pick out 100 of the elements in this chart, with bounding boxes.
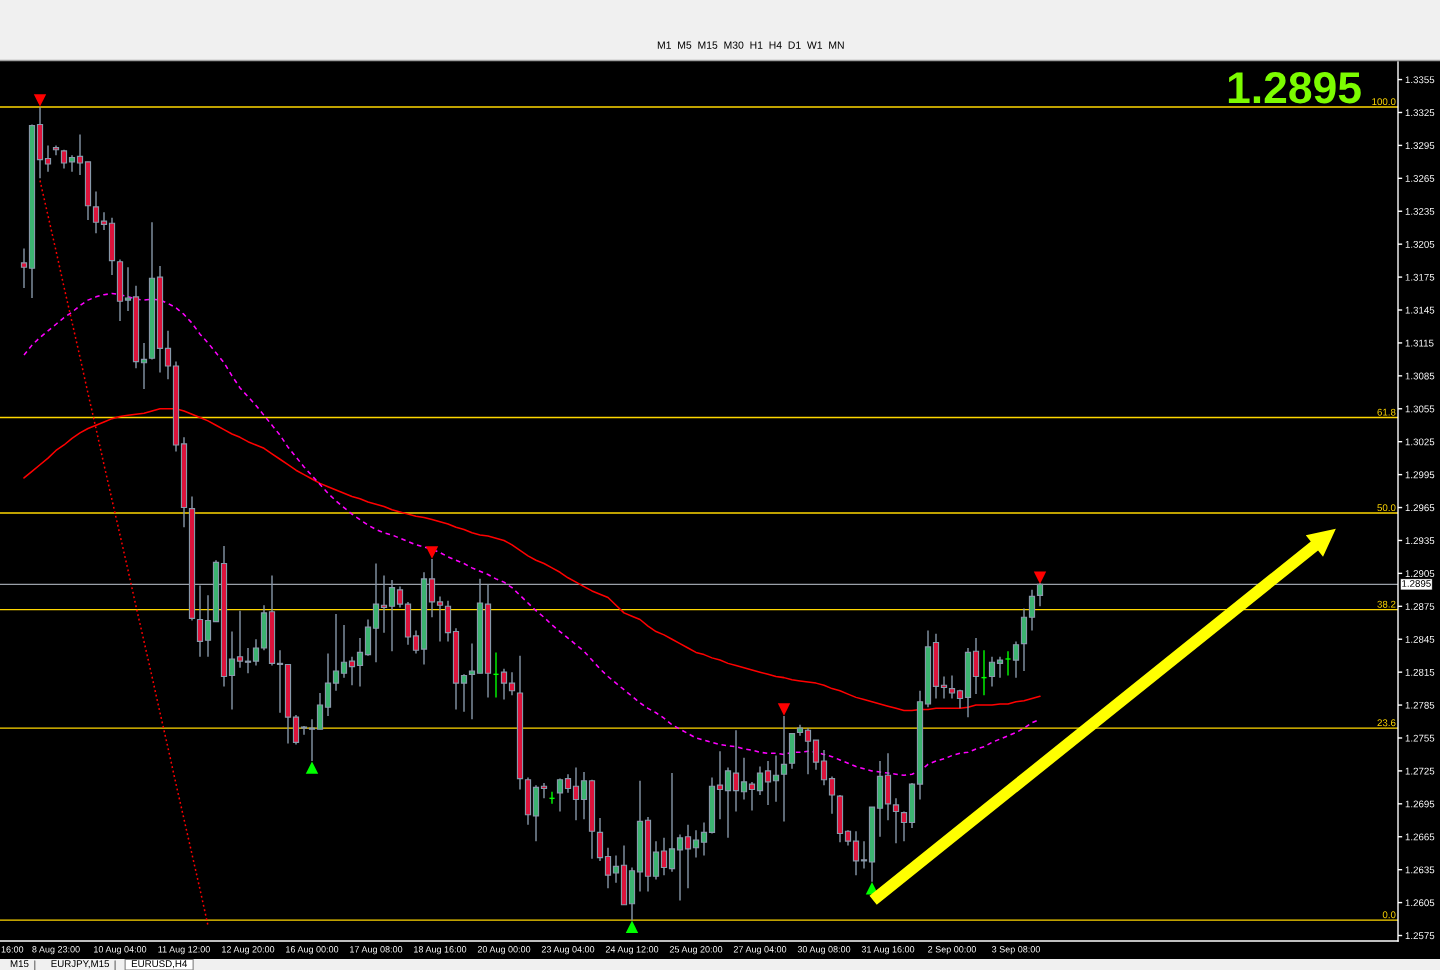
y-tick-label: 1.3325 — [1405, 109, 1435, 117]
x-tick-label: 12 Aug 20:00 — [222, 946, 275, 955]
candlestick — [748, 781, 756, 812]
y-tick-label: 1.3115 — [1405, 339, 1434, 347]
candlestick — [348, 656, 356, 687]
annotation: 61.8 — [1377, 408, 1396, 416]
text: M15 — [10, 960, 29, 968]
y-tick-label: 1.2725 — [1405, 767, 1435, 775]
y-tick-label: 1.2935 — [1405, 537, 1435, 545]
candlestick — [460, 673, 468, 713]
candlestick — [612, 854, 620, 884]
y-tick-label: 1.3175 — [1405, 273, 1435, 281]
y-tick-label: 1.2695 — [1405, 800, 1435, 808]
candlestick — [820, 749, 828, 786]
point — [33, 94, 47, 107]
y-tick-label: 1.3295 — [1405, 142, 1435, 150]
y-tick-label: 1.2815 — [1405, 668, 1435, 676]
candlestick — [300, 725, 308, 736]
candlestick — [228, 630, 236, 711]
candlestick — [100, 211, 108, 231]
x-tick-label: 11 Aug 12:00 — [158, 946, 210, 955]
y-tick-label: 1.2965 — [1405, 504, 1435, 512]
annotation: 0.0 — [1382, 911, 1396, 919]
y-tick-label: 1.2635 — [1405, 866, 1435, 874]
y-tick-label: 1.3235 — [1405, 207, 1435, 215]
candlestick — [700, 821, 708, 857]
annotation: 38.2 — [1377, 600, 1396, 608]
candlestick — [196, 584, 204, 658]
candlestick — [332, 613, 340, 692]
point — [625, 920, 639, 933]
candlestick — [500, 668, 508, 701]
candlestick — [20, 247, 28, 289]
candlestick — [940, 675, 948, 700]
y-tick-label: 1.3145 — [1405, 306, 1435, 314]
x-tick-label: 8 Aug 23:00 — [32, 946, 80, 955]
y-tick-label: 1.3025 — [1405, 438, 1435, 446]
candlestick — [44, 144, 52, 173]
x-tick-label: 10 Aug 04:00 — [94, 946, 147, 955]
candlestick — [396, 585, 404, 609]
candlestick — [572, 766, 580, 821]
candlestick — [724, 766, 732, 839]
candlestick — [124, 266, 132, 312]
x-tick-label: 18 Aug 16:00 — [414, 946, 467, 955]
y-tick-label: 1.2665 — [1405, 833, 1435, 841]
candlestick — [948, 674, 956, 700]
point — [777, 703, 791, 716]
candlestick — [76, 133, 84, 176]
candlestick — [92, 190, 100, 234]
candlestick — [860, 840, 868, 870]
candlestick — [732, 729, 740, 813]
candlestick — [668, 772, 676, 873]
candlestick — [68, 154, 76, 173]
x-tick-label: 17 Aug 08:00 — [350, 946, 403, 955]
candlestick — [140, 342, 148, 390]
candlestick — [468, 642, 476, 721]
candlestick — [852, 830, 860, 876]
text: 1.2895 — [1228, 71, 1361, 104]
text: EURJPY,M15 — [51, 960, 110, 969]
y-tick-label: 1.3085 — [1405, 372, 1435, 380]
candlestick — [692, 829, 700, 859]
x-tick-label: 3 Sep 08:00 — [992, 946, 1040, 955]
candlestick — [164, 330, 172, 380]
candlestick — [204, 594, 212, 658]
candlestick — [52, 144, 60, 156]
candlestick — [412, 629, 420, 655]
x-tick-label: 25 Aug 20:00 — [669, 946, 723, 955]
candlestick — [1028, 589, 1036, 632]
candlestick — [676, 833, 684, 902]
candlestick — [428, 558, 436, 618]
y-tick-label: 1.2755 — [1405, 734, 1435, 742]
candlestick — [356, 637, 364, 688]
candlestick — [604, 847, 612, 890]
candlestick — [1004, 650, 1012, 677]
candlestick — [1036, 582, 1044, 607]
x-tick-label: 31 Aug 16:00 — [861, 946, 915, 955]
candlestick — [556, 777, 564, 813]
text: 16:00 — [1, 946, 24, 953]
y-tick-label: 1.3055 — [1405, 405, 1435, 413]
y-tick-label: 1.2905 — [1405, 570, 1435, 577]
x-tick-label: 16 Aug 00:00 — [286, 946, 339, 955]
y-tick-label: 1.2605 — [1405, 899, 1435, 907]
candlestick — [804, 727, 812, 775]
candlestick — [716, 750, 724, 820]
candlestick — [580, 771, 588, 820]
candlestick — [996, 656, 1004, 679]
candlestick — [244, 647, 252, 674]
candlestick — [380, 574, 388, 634]
annotation: 23.6 — [1377, 719, 1396, 727]
annotation: 100.0 — [1372, 98, 1396, 106]
candlestick — [900, 810, 908, 842]
ref-line-label: 1.2895 — [1402, 580, 1431, 587]
y-tick-label: 1.2995 — [1405, 471, 1435, 479]
candlestick — [772, 754, 780, 803]
candlestick — [780, 715, 788, 823]
point — [1033, 571, 1047, 584]
candlestick — [276, 649, 284, 714]
candlestick — [236, 609, 244, 669]
candlestick — [988, 656, 996, 688]
candlestick — [892, 797, 900, 845]
candlestick — [828, 775, 836, 815]
